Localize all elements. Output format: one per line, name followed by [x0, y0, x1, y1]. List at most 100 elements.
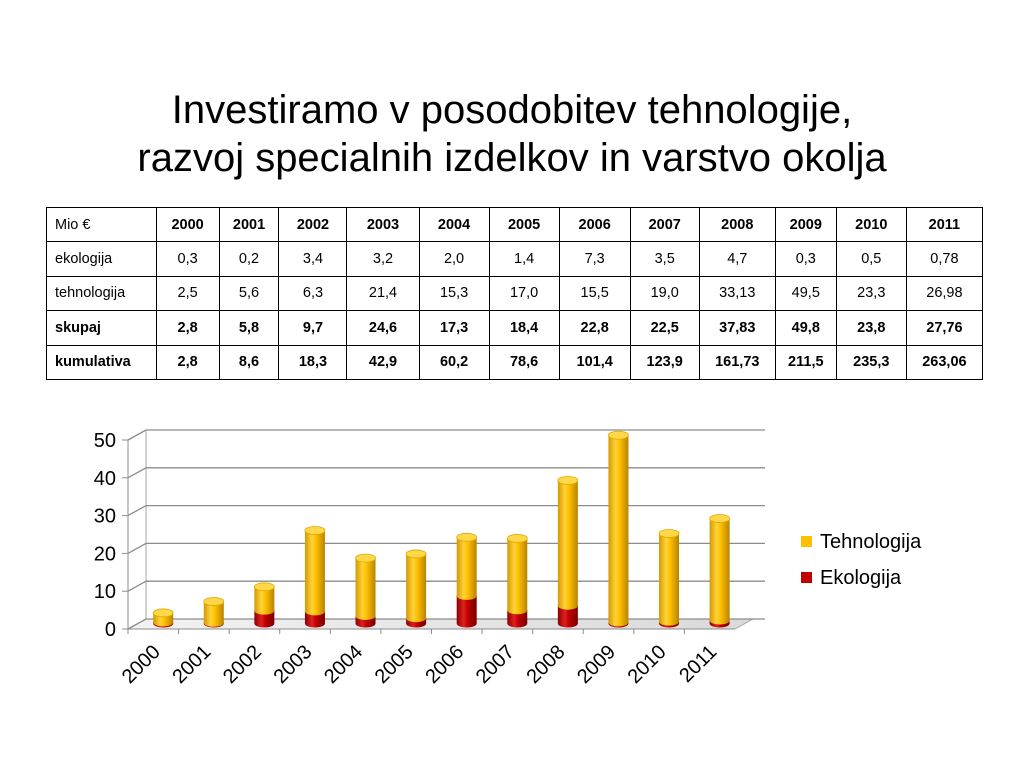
- bar-2003: [304, 526, 326, 628]
- table-cell: 24,6: [346, 310, 420, 346]
- table-cell: 17,0: [488, 275, 560, 312]
- gridline: [127, 429, 765, 441]
- table-cell: 5,8: [218, 310, 280, 346]
- table-cell: 3,4: [278, 241, 348, 277]
- investment-table: Mio €2000 2001 2002 2003 2004 2005 2006 2007 200…: [46, 206, 984, 380]
- bar-segment-tehnologija: [709, 518, 730, 625]
- table-cell: 123,9: [629, 344, 700, 380]
- table-cell: 78,6: [488, 344, 560, 380]
- table-cell: 1,4: [488, 241, 560, 277]
- header-year-cell: 2004: [418, 206, 490, 243]
- bar-segment-ekologija: [507, 610, 528, 628]
- bar-segment-tehnologija: [608, 435, 629, 627]
- bar-cap-tehnologija: [152, 608, 174, 618]
- bar-cap-tehnologija: [506, 534, 528, 543]
- y-tick-label: 20: [94, 543, 116, 565]
- table-cell: 23,3: [835, 275, 907, 312]
- table-cell: 7,3: [558, 241, 631, 277]
- bar-cap-tehnologija: [709, 514, 731, 523]
- x-tick-label: 2004: [320, 641, 367, 688]
- bar-cap-tehnologija: [253, 582, 275, 592]
- table-cell: 6,3: [278, 275, 348, 312]
- bar-cap-tehnologija: [304, 526, 326, 535]
- bar-segment-tehnologija: [659, 533, 680, 626]
- bar-2000: [152, 608, 174, 628]
- legend-swatch: [801, 536, 812, 547]
- table-cell: 2,8: [155, 310, 220, 346]
- table-cell: 27,76: [905, 310, 984, 346]
- bar-segment-tehnologija: [557, 480, 578, 610]
- header-year-cell: 2007: [629, 206, 700, 243]
- table-cell: 23,8: [835, 310, 907, 346]
- table-cell: 2,5: [155, 275, 220, 312]
- table-cell: 22,8: [558, 310, 631, 346]
- x-tick-label: 2010: [624, 641, 671, 688]
- y-tick-label: 40: [94, 468, 116, 490]
- bar-cap-tehnologija: [658, 529, 680, 538]
- y-tick-label: 0: [105, 619, 116, 641]
- table-header-row: Mio €2000 2001 2002 2003 2004 2005 2006 2007 200…: [46, 206, 984, 243]
- table-cell: 17,3: [418, 310, 490, 346]
- y-tick-label: 30: [94, 506, 116, 528]
- table-cell: 15,3: [418, 275, 490, 312]
- bar-2004: [355, 553, 376, 628]
- table-cell: 19,0: [629, 275, 700, 312]
- x-tick-label: 2005: [371, 641, 418, 688]
- bar-cap-tehnologija: [456, 532, 478, 542]
- table-cell: 18,4: [488, 310, 560, 346]
- table-cell: 4,7: [698, 241, 776, 277]
- x-tick-label: 2007: [472, 641, 519, 688]
- header-year-cell: 2002: [278, 206, 348, 243]
- bar-segment-ekologija: [304, 611, 325, 628]
- x-tick-label: 2011: [675, 641, 721, 687]
- bar-2011: [709, 514, 731, 628]
- table-cell: 0,5: [835, 241, 907, 277]
- bar-2005: [405, 549, 427, 628]
- row-label-cell: tehnologija: [46, 275, 157, 312]
- y-tick-label: 50: [94, 430, 116, 452]
- bar-segment-tehnologija: [355, 558, 376, 620]
- bar-2001: [203, 597, 225, 628]
- bar-segment-ekologija: [456, 595, 477, 628]
- gridline: [127, 504, 765, 517]
- table-row: ekologija 0,3 0,2 3,4 3,2 2,0 1,4 7,3 3,5 4,7 0,3 0…: [46, 241, 984, 277]
- header-year-cell: 2003: [346, 206, 420, 243]
- title-line-1: Investiramo v posodobitev tehnologije,: [171, 88, 853, 132]
- table-cell: 263,06: [905, 344, 984, 380]
- bar-cap-tehnologija: [203, 597, 225, 606]
- table-cell: 21,4: [346, 275, 420, 312]
- bar-2007: [506, 534, 528, 628]
- x-tick-label: 2009: [573, 641, 620, 688]
- table-cell: 235,3: [835, 344, 907, 380]
- slide-title: Investiramo v posodobitev tehnologije, r…: [0, 86, 1024, 182]
- bar-cap-tehnologija: [557, 476, 579, 485]
- table-cell: 49,5: [774, 275, 837, 312]
- table-cell: 101,4: [558, 344, 631, 380]
- table-cell: 0,2: [218, 241, 280, 277]
- table-cell: 0,78: [905, 241, 984, 277]
- table-cell: 5,6: [218, 275, 280, 312]
- table-cell: 42,9: [346, 344, 420, 380]
- table-cell: 2,0: [418, 241, 490, 277]
- table-row: skupaj 2,8 5,8 9,7 24,6 17,3 18,4 22,8 22,5 37,83…: [46, 310, 984, 346]
- bar-cap-tehnologija: [405, 549, 427, 559]
- bar-segment-tehnologija: [406, 553, 427, 623]
- table-cell: 33,13: [698, 275, 776, 312]
- table-cell: 3,5: [629, 241, 700, 277]
- header-unit-cell: Mio €: [46, 206, 157, 243]
- x-tick-label: 2001: [168, 641, 215, 688]
- x-tick-label: 2008: [522, 641, 569, 688]
- bar-segment-tehnologija: [456, 537, 477, 600]
- header-year-cell: 2005: [488, 206, 560, 243]
- bar-2008: [557, 476, 579, 628]
- table-cell: 22,5: [629, 310, 700, 346]
- header-year-cell: 2010: [835, 206, 907, 243]
- x-tick-label: 2002: [219, 641, 266, 688]
- table-cell: 161,73: [698, 344, 776, 380]
- table-cell: 0,3: [155, 241, 220, 277]
- bar-2010: [658, 529, 680, 628]
- bar-2002: [253, 582, 275, 628]
- bar-cap-tehnologija: [608, 430, 629, 440]
- table-cell: 26,98: [905, 275, 984, 312]
